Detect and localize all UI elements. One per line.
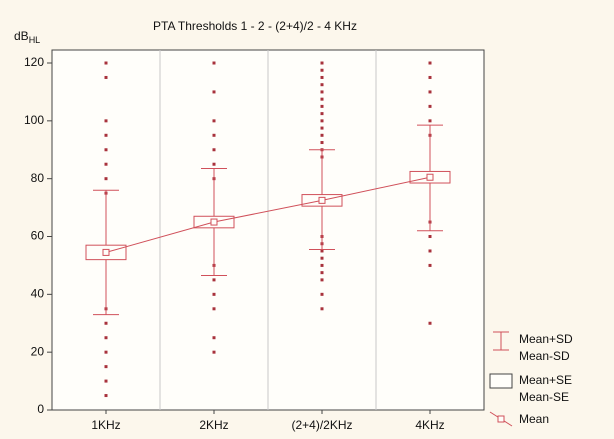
mean-marker — [102, 248, 110, 256]
y-tick-label: 100 — [24, 113, 44, 127]
legend-label: Mean-SD — [519, 349, 570, 363]
data-point — [212, 61, 216, 65]
data-point — [428, 104, 432, 108]
data-point — [320, 90, 324, 94]
data-point — [320, 126, 324, 130]
data-point — [320, 104, 324, 108]
y-axis-label: dBHL — [14, 29, 40, 45]
data-point — [428, 263, 432, 267]
data-point — [428, 321, 432, 325]
data-point — [104, 133, 108, 137]
data-point — [428, 235, 432, 239]
x-tick-label: 4KHz — [415, 418, 444, 432]
data-point — [320, 119, 324, 123]
data-point — [212, 336, 216, 340]
data-point — [212, 162, 216, 166]
data-point — [320, 307, 324, 311]
y-tick-label: 20 — [31, 344, 45, 358]
data-point — [320, 141, 324, 145]
y-tick-label: 60 — [31, 229, 45, 243]
y-label-sub: HL — [29, 35, 41, 45]
data-point — [428, 249, 432, 253]
data-point — [320, 112, 324, 116]
data-point — [320, 133, 324, 137]
data-point — [320, 278, 324, 282]
data-point — [104, 75, 108, 79]
x-tick-label: 2KHz — [199, 418, 228, 432]
data-point — [104, 379, 108, 383]
mean-marker — [318, 196, 326, 204]
data-point — [320, 75, 324, 79]
x-tick-label: (2+4)/2KHz — [291, 418, 352, 432]
legend-mean-icon — [497, 415, 505, 423]
mean-marker — [210, 218, 218, 226]
y-tick-label: 80 — [31, 171, 45, 185]
data-point — [104, 336, 108, 340]
data-point — [320, 271, 324, 275]
data-point — [320, 256, 324, 260]
data-point — [320, 61, 324, 65]
mean-marker — [426, 173, 434, 181]
data-point — [104, 394, 108, 398]
data-point — [212, 292, 216, 296]
data-point — [104, 148, 108, 152]
data-point — [104, 162, 108, 166]
data-point — [212, 278, 216, 282]
data-point — [320, 249, 324, 253]
data-point — [320, 83, 324, 87]
data-point — [428, 75, 432, 79]
y-tick-label: 120 — [24, 55, 44, 69]
data-point — [212, 148, 216, 152]
data-point — [428, 90, 432, 94]
chart-title: PTA Thresholds 1 - 2 - (2+4)/2 - 4 KHz — [153, 19, 357, 33]
data-point — [212, 350, 216, 354]
data-point — [320, 68, 324, 72]
data-point — [104, 119, 108, 123]
data-point — [212, 90, 216, 94]
legend-se-icon — [489, 373, 513, 389]
data-point — [104, 61, 108, 65]
mean-line — [105, 176, 431, 253]
data-point — [212, 119, 216, 123]
legend-label: Mean — [519, 412, 549, 426]
data-point — [428, 61, 432, 65]
y-label-main: dB — [14, 29, 29, 43]
legend-label: Mean+SE — [519, 373, 572, 387]
data-point — [104, 350, 108, 354]
data-point — [320, 263, 324, 267]
data-point — [212, 307, 216, 311]
data-point — [320, 292, 324, 296]
x-tick-label: 1KHz — [91, 418, 120, 432]
data-point — [212, 133, 216, 137]
y-tick-label: 0 — [37, 402, 44, 416]
data-point — [320, 97, 324, 101]
data-point — [104, 365, 108, 369]
legend-label: Mean+SD — [519, 332, 573, 346]
data-point — [104, 321, 108, 325]
legend-label: Mean-SE — [519, 390, 569, 404]
y-tick-label: 40 — [31, 287, 45, 301]
data-point — [428, 119, 432, 123]
data-point — [104, 177, 108, 181]
